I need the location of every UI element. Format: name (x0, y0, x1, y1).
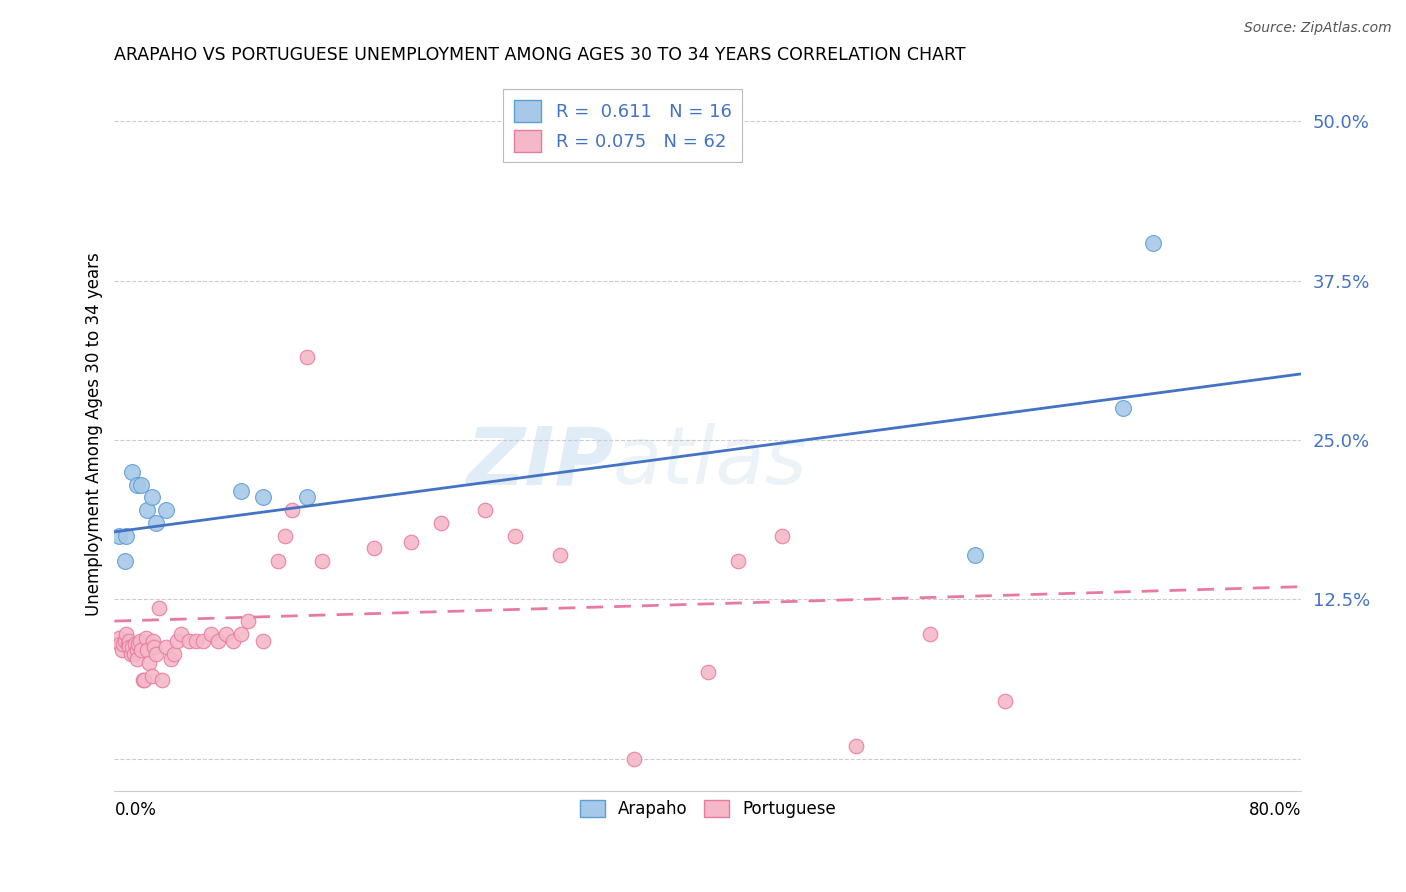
Point (155, 503, 177, 517)
Point (136, 643, 159, 657)
Point (200, 627, 222, 641)
Point (177, 634, 200, 648)
Text: ZIP: ZIP (465, 424, 613, 501)
Point (474, 503, 496, 517)
Text: Source: ZipAtlas.com: Source: ZipAtlas.com (1244, 21, 1392, 35)
Point (430, 516, 453, 530)
Point (163, 647, 186, 661)
Point (138, 656, 160, 670)
Point (1112, 401, 1135, 416)
Point (229, 484, 252, 499)
Legend: Arapaho, Portuguese: Arapaho, Portuguese (572, 794, 844, 825)
Point (236, 614, 259, 628)
Point (145, 516, 167, 530)
Point (311, 554, 333, 568)
Text: ARAPAHO VS PORTUGUESE UNEMPLOYMENT AMONG AGES 30 TO 34 YEARS CORRELATION CHART: ARAPAHO VS PORTUGUESE UNEMPLOYMENT AMONG… (114, 46, 966, 64)
Point (125, 477, 148, 491)
Point (118, 640, 141, 654)
Point (696, 665, 718, 679)
Point (141, 669, 163, 683)
Point (297, 351, 319, 365)
Point (131, 673, 153, 687)
Point (266, 554, 288, 568)
Point (110, 637, 132, 651)
Point (125, 652, 148, 666)
Point (135, 631, 157, 645)
Point (112, 637, 135, 651)
Point (114, 634, 136, 648)
Point (141, 491, 163, 505)
Point (623, 752, 645, 766)
Point (155, 640, 177, 654)
Point (170, 627, 193, 641)
Point (207, 634, 229, 648)
Point (117, 637, 139, 651)
Point (115, 529, 138, 543)
Point (128, 634, 150, 648)
Point (215, 627, 238, 641)
Point (115, 627, 138, 641)
Point (845, 739, 868, 753)
Point (118, 634, 141, 648)
Point (184, 634, 207, 648)
Point (252, 634, 274, 648)
Point (503, 529, 526, 543)
Point (145, 647, 167, 661)
Point (166, 634, 188, 648)
Point (136, 503, 159, 517)
Point (122, 647, 145, 661)
Point (963, 548, 986, 562)
Point (193, 634, 215, 648)
Point (363, 541, 385, 556)
Point (129, 477, 152, 491)
Text: atlas: atlas (613, 424, 807, 501)
Point (129, 643, 152, 657)
Point (143, 640, 166, 654)
Point (727, 554, 749, 568)
Point (229, 627, 252, 641)
Point (108, 529, 131, 543)
Point (120, 647, 142, 661)
Text: 0.0%: 0.0% (114, 801, 156, 819)
Point (125, 643, 148, 657)
Point (127, 637, 149, 651)
Point (132, 673, 155, 687)
Point (159, 652, 181, 666)
Point (108, 631, 131, 645)
Point (1142, 235, 1164, 250)
Point (274, 529, 297, 543)
Point (121, 640, 143, 654)
Point (548, 548, 571, 562)
Point (297, 491, 319, 505)
Point (994, 694, 1017, 708)
Point (148, 601, 170, 615)
Point (124, 637, 146, 651)
Point (111, 643, 134, 657)
Point (150, 673, 173, 687)
Point (770, 529, 793, 543)
Point (399, 535, 422, 549)
Point (920, 627, 942, 641)
Point (121, 465, 143, 479)
Text: 80.0%: 80.0% (1249, 801, 1302, 819)
Point (114, 554, 136, 568)
Point (281, 503, 304, 517)
Point (142, 634, 165, 648)
Y-axis label: Unemployment Among Ages 30 to 34 years: Unemployment Among Ages 30 to 34 years (86, 252, 103, 615)
Point (252, 491, 274, 505)
Point (222, 634, 245, 648)
